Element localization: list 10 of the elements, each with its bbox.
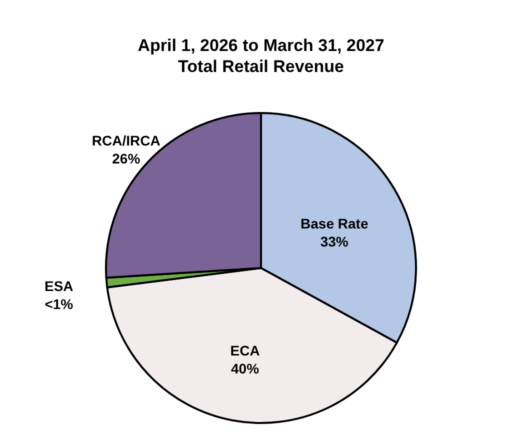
slice-label: Base Rate <box>300 216 368 232</box>
data-label: 40% <box>231 360 260 377</box>
slice-label: ESA <box>44 278 74 294</box>
data-label: <1% <box>44 296 74 312</box>
chart-title: April 1, 2026 to March 31, 2027 <box>138 36 384 55</box>
chart-subtitle: Total Retail Revenue <box>178 57 344 76</box>
data-label: 33% <box>320 234 349 250</box>
slice-label: RCA/IRCA <box>92 132 160 148</box>
slice-label: ECA <box>230 342 260 359</box>
data-label: 26% <box>112 150 141 166</box>
